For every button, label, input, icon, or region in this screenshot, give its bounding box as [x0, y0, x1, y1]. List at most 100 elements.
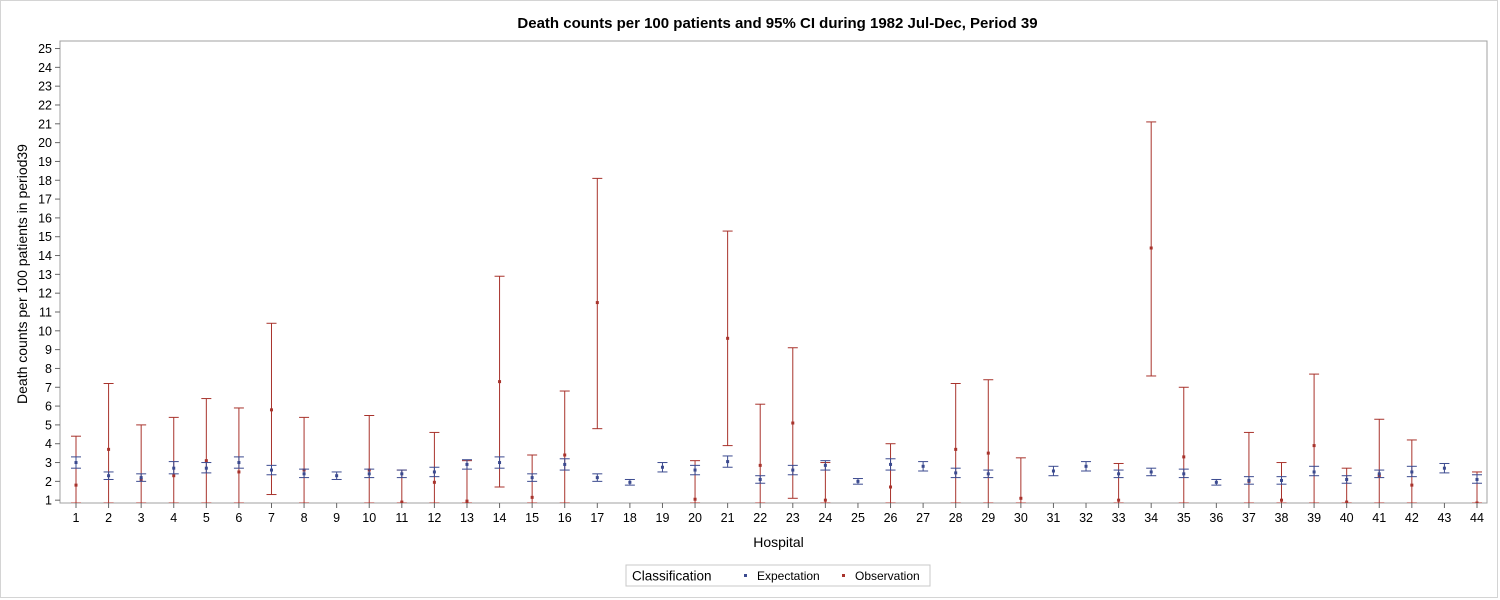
expectation-point	[400, 472, 404, 476]
x-tick-label: 19	[656, 511, 670, 525]
x-tick-label: 35	[1177, 511, 1191, 525]
y-tick-label: 24	[38, 61, 52, 75]
observation-point	[595, 301, 599, 305]
legend-label-observation: Observation	[855, 569, 920, 583]
expectation-point	[726, 460, 730, 464]
x-tick-label: 16	[558, 511, 572, 525]
observation-point	[1117, 498, 1121, 502]
observation-point	[237, 470, 241, 474]
x-tick-label: 23	[786, 511, 800, 525]
observation-point	[1410, 483, 1414, 487]
observation-point	[563, 453, 567, 457]
x-tick-label: 20	[688, 511, 702, 525]
observation-point	[74, 483, 78, 487]
x-tick-label: 18	[623, 511, 637, 525]
observation-point	[172, 474, 176, 478]
expectation-point	[1410, 470, 1414, 474]
x-tick-label: 2	[105, 511, 112, 525]
x-tick-label: 7	[268, 511, 275, 525]
observation-point	[432, 480, 436, 484]
expectation-point	[595, 476, 599, 480]
expectation-point	[889, 462, 893, 466]
expectation-point	[856, 479, 860, 483]
x-tick-label: 31	[1046, 511, 1060, 525]
x-tick-label: 15	[525, 511, 539, 525]
expectation-point	[628, 480, 632, 484]
x-tick-label: 10	[362, 511, 376, 525]
expectation-point	[1312, 470, 1316, 474]
expectation-point	[921, 464, 925, 468]
expectation-point	[237, 461, 241, 465]
x-tick-label: 5	[203, 511, 210, 525]
expectation-point	[693, 468, 697, 472]
y-tick-label: 23	[38, 80, 52, 94]
x-tick-label: 44	[1470, 511, 1484, 525]
expectation-point	[107, 474, 111, 478]
y-tick-label: 13	[38, 268, 52, 282]
x-tick-label: 40	[1340, 511, 1354, 525]
expectation-point	[498, 461, 502, 465]
expectation-point	[791, 468, 795, 472]
expectation-point	[823, 463, 827, 467]
legend-box	[625, 564, 931, 587]
x-tick-label: 6	[235, 511, 242, 525]
observation-point	[1280, 498, 1284, 502]
y-tick-label: 10	[38, 324, 52, 338]
observation-point	[400, 500, 404, 503]
x-tick-label: 11	[395, 511, 408, 525]
x-tick-label: 26	[884, 511, 898, 525]
observation-point	[269, 408, 273, 412]
observation-point	[726, 336, 730, 340]
x-tick-label: 28	[949, 511, 963, 525]
expectation-point	[1280, 478, 1284, 482]
expectation-point	[1475, 477, 1479, 481]
x-tick-label: 9	[333, 511, 340, 525]
expectation-point	[1117, 472, 1121, 476]
observation-point	[1149, 246, 1153, 250]
x-tick-label: 33	[1112, 511, 1126, 525]
observation-point	[204, 459, 208, 463]
x-tick-label: 14	[493, 511, 507, 525]
observation-point	[954, 447, 958, 451]
expectation-point	[204, 466, 208, 470]
observation-point	[791, 421, 795, 425]
y-tick-label: 15	[38, 230, 52, 244]
expectation-point	[954, 471, 958, 475]
y-tick-label: 22	[38, 98, 52, 112]
expectation-point	[660, 465, 664, 469]
observation-point	[530, 495, 534, 499]
observation-point	[1345, 500, 1349, 503]
x-tick-label: 17	[590, 511, 604, 525]
x-tick-label: 39	[1307, 511, 1321, 525]
expectation-point	[758, 477, 762, 481]
x-tick-label: 38	[1275, 511, 1289, 525]
x-tick-label: 37	[1242, 511, 1256, 525]
y-tick-label: 17	[38, 193, 52, 207]
x-tick-label: 41	[1372, 511, 1386, 525]
observation-point	[889, 485, 893, 489]
legend-marker-expectation	[744, 574, 747, 577]
expectation-point	[367, 472, 371, 476]
x-tick-label: 27	[916, 511, 930, 525]
x-tick-label: 36	[1209, 511, 1223, 525]
y-tick-label: 1	[45, 494, 52, 508]
y-tick-label: 11	[39, 305, 52, 319]
x-tick-label: 3	[138, 511, 145, 525]
x-tick-label: 22	[753, 511, 767, 525]
x-tick-label: 29	[981, 511, 995, 525]
expectation-point	[74, 461, 78, 465]
x-tick-label: 42	[1405, 511, 1419, 525]
observation-point	[693, 497, 697, 501]
expectation-point	[530, 476, 534, 480]
expectation-point	[269, 468, 273, 472]
x-tick-label: 30	[1014, 511, 1028, 525]
expectation-point	[1345, 477, 1349, 481]
x-tick-label: 43	[1437, 511, 1451, 525]
expectation-point	[1247, 478, 1251, 482]
observation-point	[1475, 501, 1479, 503]
y-tick-label: 18	[38, 174, 52, 188]
observation-point	[758, 463, 762, 467]
expectation-point	[139, 476, 143, 480]
expectation-point	[1084, 464, 1088, 468]
x-tick-label: 8	[301, 511, 308, 525]
